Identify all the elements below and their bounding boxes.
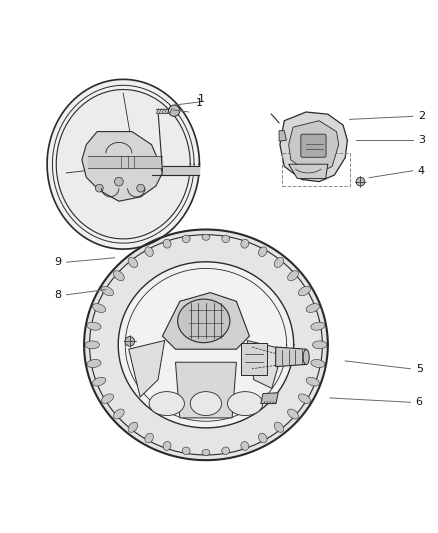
Circle shape — [125, 336, 134, 346]
Polygon shape — [118, 262, 294, 428]
Ellipse shape — [303, 350, 309, 365]
Ellipse shape — [149, 392, 184, 416]
Ellipse shape — [311, 322, 325, 330]
Ellipse shape — [163, 441, 171, 450]
Ellipse shape — [288, 271, 298, 281]
Ellipse shape — [128, 257, 138, 268]
Ellipse shape — [85, 341, 99, 349]
Polygon shape — [56, 90, 190, 239]
Ellipse shape — [311, 359, 325, 368]
Ellipse shape — [227, 392, 263, 416]
Polygon shape — [241, 343, 267, 375]
Bar — [282, 154, 350, 186]
Ellipse shape — [306, 304, 319, 312]
Ellipse shape — [202, 234, 210, 240]
Polygon shape — [82, 132, 162, 201]
Ellipse shape — [298, 286, 311, 296]
Text: 3: 3 — [418, 135, 425, 146]
Ellipse shape — [113, 271, 124, 281]
Ellipse shape — [113, 409, 124, 419]
Ellipse shape — [102, 286, 113, 296]
Text: 4: 4 — [418, 166, 425, 176]
Ellipse shape — [298, 394, 311, 403]
Circle shape — [131, 157, 141, 167]
Circle shape — [137, 184, 145, 192]
Ellipse shape — [202, 449, 210, 456]
Polygon shape — [47, 79, 199, 249]
Ellipse shape — [258, 433, 267, 443]
Text: 5: 5 — [416, 364, 423, 374]
Ellipse shape — [92, 304, 106, 312]
FancyBboxPatch shape — [301, 134, 326, 157]
Ellipse shape — [182, 235, 190, 243]
Polygon shape — [176, 362, 237, 418]
Circle shape — [115, 177, 123, 186]
Ellipse shape — [241, 239, 249, 248]
Polygon shape — [247, 341, 283, 389]
Text: 6: 6 — [416, 397, 423, 407]
Ellipse shape — [92, 377, 106, 386]
Ellipse shape — [222, 447, 230, 455]
Polygon shape — [289, 120, 339, 173]
Text: 9: 9 — [54, 257, 61, 267]
Polygon shape — [129, 341, 165, 397]
Polygon shape — [276, 347, 306, 367]
Circle shape — [169, 105, 180, 116]
Polygon shape — [279, 131, 286, 141]
Text: 1: 1 — [196, 98, 203, 108]
Ellipse shape — [145, 247, 153, 256]
Ellipse shape — [87, 359, 101, 368]
Ellipse shape — [241, 441, 249, 450]
Ellipse shape — [274, 257, 284, 268]
Ellipse shape — [182, 447, 190, 455]
Text: 1: 1 — [198, 93, 205, 103]
Polygon shape — [162, 293, 250, 349]
Text: 2: 2 — [418, 111, 425, 122]
Ellipse shape — [178, 299, 230, 343]
Ellipse shape — [222, 235, 230, 243]
Ellipse shape — [87, 322, 101, 330]
Ellipse shape — [274, 422, 284, 432]
Polygon shape — [84, 230, 328, 460]
Ellipse shape — [128, 422, 138, 432]
Ellipse shape — [306, 377, 319, 386]
Circle shape — [95, 184, 103, 192]
Text: 8: 8 — [54, 290, 61, 300]
Polygon shape — [261, 393, 278, 403]
Ellipse shape — [288, 409, 298, 419]
Ellipse shape — [145, 433, 153, 443]
Circle shape — [356, 177, 365, 186]
Ellipse shape — [102, 394, 113, 403]
Ellipse shape — [163, 239, 171, 248]
Ellipse shape — [258, 247, 267, 256]
Ellipse shape — [190, 392, 222, 416]
Polygon shape — [289, 164, 328, 179]
Circle shape — [94, 157, 105, 167]
Polygon shape — [280, 112, 347, 182]
Ellipse shape — [312, 341, 327, 349]
